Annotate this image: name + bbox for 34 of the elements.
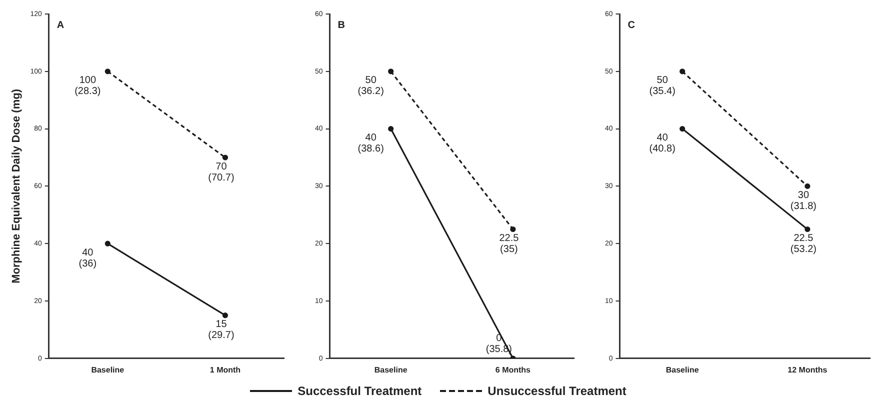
- point: [680, 126, 686, 132]
- text: A: [56, 20, 64, 31]
- text: B: [338, 20, 346, 31]
- data-label: 15 (29.7): [208, 319, 234, 342]
- point: [104, 68, 110, 74]
- data-label: 22.5 (35): [499, 233, 520, 255]
- data-label: 30 (31.8): [790, 190, 817, 212]
- data-label: 40 (40.8): [649, 132, 676, 155]
- data-label: 50 (36.2): [358, 75, 384, 98]
- point: [222, 312, 228, 318]
- data-label: 22.5 (53.2): [790, 233, 817, 255]
- x-tick-label: 1 Month: [210, 365, 241, 374]
- point: [804, 183, 810, 189]
- data-label: 40 (36): [78, 247, 97, 270]
- point: [804, 226, 810, 232]
- point: [104, 240, 110, 246]
- x-tick-label: 12 Months: [788, 365, 828, 374]
- data-label: 100 (28.3): [74, 75, 101, 98]
- point: [388, 68, 394, 74]
- point: [388, 126, 394, 132]
- x-tick-label: 6 Months: [495, 365, 532, 374]
- text: C: [628, 20, 636, 31]
- y-axis-title: Morphine Equivalent Daily Dose (mg): [10, 88, 23, 284]
- point: [680, 68, 686, 74]
- legend-label: Unsuccessful Treatment: [488, 384, 626, 398]
- data-label: 50 (35.4): [649, 75, 676, 98]
- data-label: 70 (70.7): [208, 161, 234, 184]
- point: [510, 226, 516, 232]
- x-tick-label: Baseline: [666, 365, 700, 374]
- point: [222, 154, 228, 160]
- x-tick-label: Baseline: [91, 365, 125, 374]
- legend-label: Successful Treatment: [298, 384, 422, 398]
- x-tick-label: Baseline: [374, 365, 408, 374]
- data-label: 40 (38.6): [358, 132, 384, 155]
